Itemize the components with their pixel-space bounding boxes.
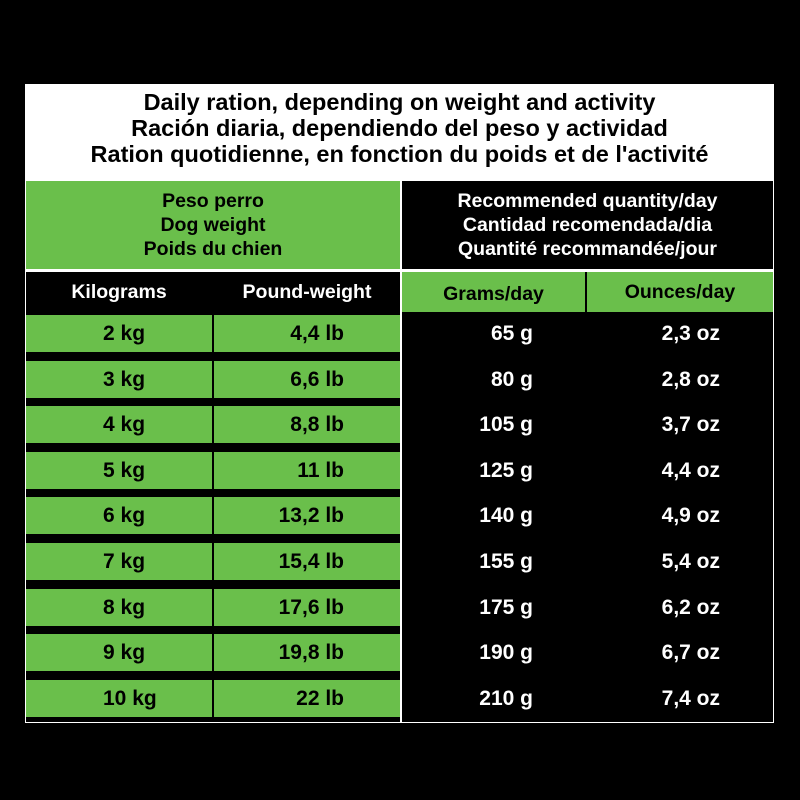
cell-grams: 105 g	[402, 406, 585, 443]
title-french: Ration quotidienne, en fonction du poids…	[90, 141, 709, 167]
dog-weight-header: Peso perro Dog weight Poids du chien	[26, 181, 400, 269]
cell-pounds-value: 19,8 lb	[278, 640, 344, 664]
title-english: Daily ration, depending on weight and ac…	[143, 89, 656, 115]
cell-ounces-value: 4,4 oz	[661, 458, 720, 482]
cell-kilograms: 6 kg	[26, 497, 212, 534]
cell-pounds-value: 6,6 lb	[290, 367, 344, 391]
cell-kilograms: 7 kg	[26, 543, 212, 580]
header-divider	[26, 269, 773, 272]
cell-ounces-value: 6,7 oz	[661, 640, 720, 664]
cell-ounces: 4,9 oz	[587, 497, 773, 534]
cell-ounces: 2,8 oz	[587, 361, 773, 398]
cell-pounds-value: 13,2 lb	[278, 503, 344, 527]
cell-grams-value: 175 g	[479, 595, 533, 619]
cell-pounds-value: 15,4 lb	[278, 549, 344, 573]
cell-pounds: 19,8 lb	[214, 634, 400, 671]
cell-kilograms-value: 2 kg	[103, 321, 146, 345]
dog-weight-french: Poids du chien	[143, 238, 283, 260]
cell-pounds: 11 lb	[214, 452, 400, 489]
cell-ounces-value: 3,7 oz	[661, 412, 720, 436]
cell-pounds-value: 22 lb	[296, 686, 344, 710]
cell-ounces-value: 5,4 oz	[661, 549, 720, 573]
column-header-pounds: Pound-weight	[214, 272, 400, 312]
cell-ounces-value: 2,3 oz	[661, 321, 720, 345]
dog-weight-spanish: Peso perro	[162, 190, 264, 212]
cell-grams: 140 g	[402, 497, 585, 534]
cell-kilograms-value: 4 kg	[103, 412, 146, 436]
cell-grams: 175 g	[402, 589, 585, 626]
table-title: Daily ration, depending on weight and ac…	[26, 85, 773, 181]
column-header-ounces: Ounces/day	[587, 272, 773, 312]
cell-kilograms-value: 3 kg	[103, 367, 146, 391]
cell-kilograms-value: 9 kg	[103, 640, 146, 664]
cell-kilograms: 2 kg	[26, 315, 212, 352]
cell-grams-value: 190 g	[479, 640, 533, 664]
table-frame	[25, 84, 774, 723]
cell-pounds: 4,4 lb	[214, 315, 400, 352]
cell-grams: 80 g	[402, 361, 585, 398]
cell-ounces: 5,4 oz	[587, 543, 773, 580]
dog-weight-english: Dog weight	[160, 214, 266, 236]
cell-ounces-value: 2,8 oz	[661, 367, 720, 391]
cell-kilograms: 4 kg	[26, 406, 212, 443]
cell-pounds: 17,6 lb	[214, 589, 400, 626]
cell-grams-value: 155 g	[479, 549, 533, 573]
cell-kilograms: 8 kg	[26, 589, 212, 626]
cell-pounds: 8,8 lb	[214, 406, 400, 443]
cell-pounds: 15,4 lb	[214, 543, 400, 580]
cell-grams-value: 125 g	[479, 458, 533, 482]
column-header-kilograms: Kilograms	[26, 272, 212, 312]
cell-kilograms-value: 10 kg	[103, 686, 157, 710]
cell-ounces: 4,4 oz	[587, 452, 773, 489]
cell-grams: 190 g	[402, 634, 585, 671]
cell-grams: 155 g	[402, 543, 585, 580]
quantity-spanish: Cantidad recomendada/dia	[462, 214, 713, 236]
cell-grams: 65 g	[402, 315, 585, 352]
quantity-english: Recommended quantity/day	[457, 190, 718, 212]
title-spanish: Ración diaria, dependiendo del peso y ac…	[131, 115, 668, 141]
cell-ounces-value: 4,9 oz	[661, 503, 720, 527]
cell-kilograms: 9 kg	[26, 634, 212, 671]
cell-pounds: 22 lb	[214, 680, 400, 717]
cell-grams: 210 g	[402, 680, 585, 717]
cell-ounces: 7,4 oz	[587, 680, 773, 717]
cell-grams: 125 g	[402, 452, 585, 489]
quantity-header: Recommended quantity/day Cantidad recome…	[402, 181, 773, 269]
cell-pounds: 13,2 lb	[214, 497, 400, 534]
cell-pounds: 6,6 lb	[214, 361, 400, 398]
cell-ounces-value: 6,2 oz	[661, 595, 720, 619]
cell-ounces: 2,3 oz	[587, 315, 773, 352]
cell-grams-value: 65 g	[490, 321, 533, 345]
cell-kilograms: 3 kg	[26, 361, 212, 398]
cell-ounces: 6,7 oz	[587, 634, 773, 671]
cell-ounces: 3,7 oz	[587, 406, 773, 443]
cell-grams-value: 140 g	[479, 503, 533, 527]
cell-kilograms-value: 6 kg	[103, 503, 146, 527]
cell-kilograms-value: 8 kg	[103, 595, 146, 619]
cell-kilograms: 10 kg	[26, 680, 212, 717]
column-header-grams: Grams/day	[402, 272, 585, 312]
cell-pounds-value: 11 lb	[297, 458, 344, 482]
cell-ounces: 6,2 oz	[587, 589, 773, 626]
cell-kilograms-value: 7 kg	[103, 549, 146, 573]
cell-ounces-value: 7,4 oz	[661, 686, 720, 710]
cell-pounds-value: 4,4 lb	[290, 321, 344, 345]
cell-kilograms-value: 5 kg	[103, 458, 146, 482]
cell-grams-value: 80 g	[490, 367, 533, 391]
quantity-french: Quantité recommandée/jour	[458, 238, 717, 260]
cell-grams-value: 105 g	[479, 412, 533, 436]
cell-grams-value: 210 g	[479, 686, 533, 710]
cell-pounds-value: 8,8 lb	[290, 412, 344, 436]
cell-pounds-value: 17,6 lb	[278, 595, 344, 619]
column-divider	[400, 181, 402, 723]
cell-kilograms: 5 kg	[26, 452, 212, 489]
